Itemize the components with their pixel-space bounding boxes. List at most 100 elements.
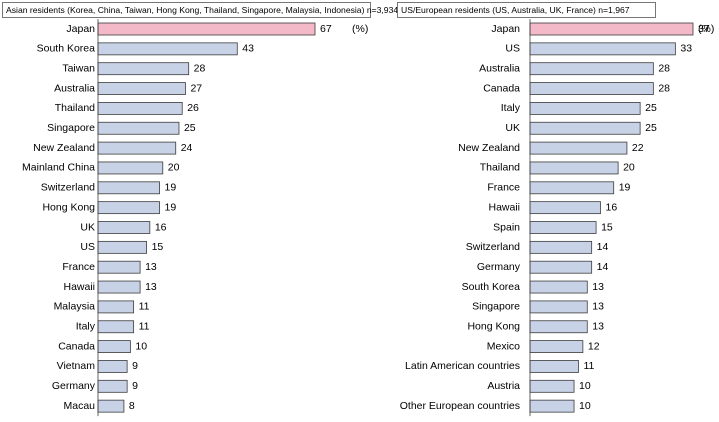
- category-label: Mexico: [487, 340, 520, 352]
- bar: [97, 260, 141, 274]
- bar: [97, 340, 131, 354]
- bar: [97, 240, 147, 254]
- category-label: Spain: [493, 221, 520, 233]
- bar: [97, 300, 135, 314]
- category-label: Switzerland: [466, 241, 520, 253]
- bar: [529, 280, 588, 294]
- category-label: France: [487, 182, 520, 194]
- bar: [97, 121, 180, 135]
- bar: [529, 379, 575, 393]
- unit-label: (%): [352, 23, 368, 35]
- category-label: Japan: [66, 23, 95, 35]
- bar: [529, 260, 593, 274]
- bar: [529, 201, 601, 215]
- value-label: 13: [592, 281, 604, 293]
- category-label: New Zealand: [33, 142, 95, 154]
- value-label: 13: [145, 281, 157, 293]
- category-label: UK: [505, 122, 520, 134]
- value-label: 15: [601, 221, 613, 233]
- value-label: 28: [658, 62, 670, 74]
- category-label: South Korea: [462, 281, 521, 293]
- bar: [97, 141, 177, 155]
- category-label: New Zealand: [458, 142, 520, 154]
- bar: [97, 82, 186, 95]
- category-label: South Korea: [37, 43, 96, 55]
- category-label: Hong Kong: [42, 201, 95, 213]
- value-label: 9: [132, 380, 138, 392]
- category-label: UK: [80, 221, 95, 233]
- category-label: Switzerland: [41, 182, 95, 194]
- unit-label: (%): [698, 23, 714, 35]
- bar: [97, 399, 125, 413]
- value-label: 8: [129, 400, 135, 412]
- title-box: [397, 2, 656, 18]
- category-label: Latin American countries: [405, 360, 520, 372]
- category-label: Canada: [58, 340, 95, 352]
- value-label: 11: [139, 321, 150, 333]
- category-label: Singapore: [47, 122, 95, 134]
- value-label: 15: [152, 241, 164, 253]
- category-label: Hawaii: [488, 201, 520, 213]
- category-label: Germany: [477, 261, 521, 273]
- value-label: 25: [184, 122, 196, 134]
- value-label: 12: [588, 340, 600, 352]
- value-label: 67: [320, 23, 332, 35]
- bar: [529, 300, 588, 314]
- bar: [529, 340, 584, 354]
- bar: [97, 22, 316, 36]
- chart-title: Asian residents (Korea, China, Taiwan, H…: [6, 5, 398, 15]
- bar: [529, 62, 654, 76]
- value-label: 10: [135, 340, 147, 352]
- bar: [97, 102, 183, 115]
- category-label: Hong Kong: [467, 321, 520, 333]
- value-label: 28: [194, 62, 206, 74]
- bar: [529, 221, 597, 234]
- value-label: 27: [190, 82, 202, 94]
- value-label: 13: [592, 321, 604, 333]
- bar: [97, 221, 151, 234]
- bar: [97, 201, 160, 215]
- category-label: Singapore: [472, 301, 520, 313]
- category-label: Austria: [487, 380, 520, 392]
- value-label: 26: [187, 102, 199, 114]
- category-label: Taiwan: [62, 62, 95, 74]
- bar: [529, 161, 619, 175]
- value-label: 11: [583, 360, 594, 372]
- category-label: Japan: [491, 23, 520, 35]
- bar: [97, 280, 141, 294]
- value-label: 10: [579, 400, 591, 412]
- value-label: 33: [680, 43, 692, 55]
- category-label: Macau: [63, 400, 95, 412]
- category-label: Malaysia: [54, 301, 96, 313]
- value-label: 19: [165, 201, 177, 213]
- value-label: 14: [597, 241, 609, 253]
- bar: [97, 161, 164, 175]
- chart-title: US/European residents (US, Australia, UK…: [401, 5, 630, 15]
- bar: [97, 62, 190, 76]
- category-label: Vietnam: [57, 360, 96, 372]
- category-label: France: [62, 261, 95, 273]
- bar: [97, 320, 135, 334]
- category-label: Hawaii: [63, 281, 95, 293]
- value-label: 25: [645, 102, 657, 114]
- value-label: 11: [139, 301, 150, 313]
- bar: [97, 360, 128, 373]
- bar: [97, 42, 238, 56]
- category-label: Australia: [54, 82, 95, 94]
- value-label: 37: [698, 23, 710, 35]
- value-label: 13: [145, 261, 157, 273]
- value-label: 16: [155, 221, 167, 233]
- category-label: US: [80, 241, 95, 253]
- category-label: Thailand: [55, 102, 95, 114]
- category-label: Italy: [501, 102, 521, 114]
- title-box: [2, 2, 371, 18]
- category-label: Germany: [52, 380, 96, 392]
- category-label: Mainland China: [22, 162, 95, 174]
- category-label: Canada: [483, 82, 520, 94]
- category-label: Thailand: [480, 162, 520, 174]
- category-label: Italy: [76, 321, 96, 333]
- value-label: 13: [592, 301, 604, 313]
- value-label: 20: [168, 162, 180, 174]
- value-label: 20: [623, 162, 635, 174]
